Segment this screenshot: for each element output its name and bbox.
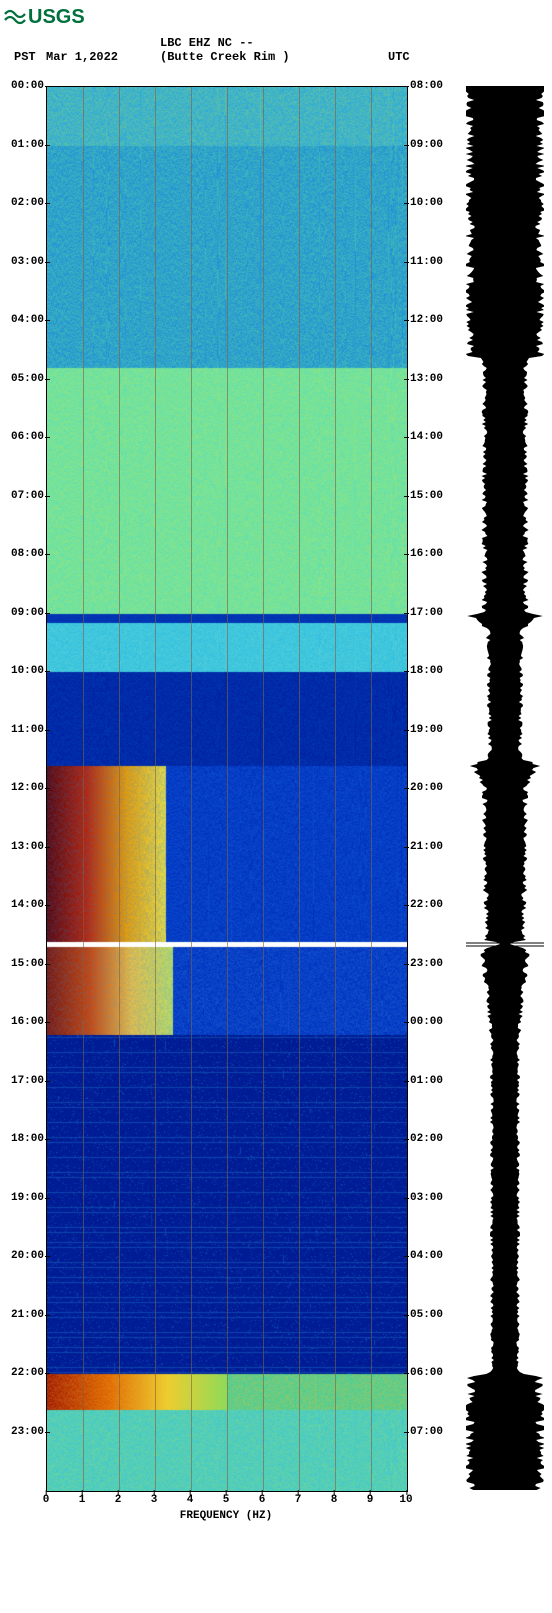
right-time-axis: 08:0009:0010:0011:0012:0013:0014:0015:00…	[410, 86, 454, 1490]
left-tick: 18:00	[0, 1133, 44, 1145]
left-tick: 11:00	[0, 724, 44, 736]
left-tick: 01:00	[0, 139, 44, 151]
right-tick: 17:00	[410, 607, 454, 619]
x-tick: 1	[79, 1494, 86, 1506]
right-tick: 23:00	[410, 958, 454, 970]
right-tick: 22:00	[410, 899, 454, 911]
left-tick: 06:00	[0, 431, 44, 443]
left-tick: 02:00	[0, 197, 44, 209]
x-tick: 3	[151, 1494, 158, 1506]
right-tick: 01:00	[410, 1075, 454, 1087]
right-tick: 02:00	[410, 1133, 454, 1145]
left-tick: 04:00	[0, 314, 44, 326]
station-line: LBC EHZ NC --	[160, 36, 254, 50]
right-tick: 09:00	[410, 139, 454, 151]
location-line: (Butte Creek Rim )	[160, 50, 290, 64]
right-tick: 16:00	[410, 548, 454, 560]
spectrogram-plot	[46, 86, 408, 1492]
right-tick: 18:00	[410, 665, 454, 677]
right-tick: 06:00	[410, 1367, 454, 1379]
x-tick: 6	[259, 1494, 266, 1506]
left-tick: 22:00	[0, 1367, 44, 1379]
right-tick: 05:00	[410, 1309, 454, 1321]
left-time-axis: 00:0001:0002:0003:0004:0005:0006:0007:00…	[0, 86, 44, 1490]
left-tick: 19:00	[0, 1192, 44, 1204]
left-tick: 07:00	[0, 490, 44, 502]
amplitude-fill	[466, 86, 544, 1490]
left-tick: 08:00	[0, 548, 44, 560]
left-tick: 03:00	[0, 256, 44, 268]
right-tick: 07:00	[410, 1426, 454, 1438]
right-tick: 04:00	[410, 1250, 454, 1262]
left-tick: 09:00	[0, 607, 44, 619]
left-tick: 00:00	[0, 80, 44, 92]
right-tick: 13:00	[410, 373, 454, 385]
x-tick: 10	[399, 1494, 412, 1506]
x-axis: 012345678910 FREQUENCY (HZ)	[46, 1490, 406, 1530]
usgs-logo-text: USGS	[28, 6, 85, 28]
right-tick: 12:00	[410, 314, 454, 326]
left-tick: 14:00	[0, 899, 44, 911]
x-tick: 0	[43, 1494, 50, 1506]
date-label: Mar 1,2022	[46, 50, 118, 64]
tz-right-label: UTC	[388, 50, 410, 64]
x-tick: 9	[367, 1494, 374, 1506]
right-tick: 08:00	[410, 80, 454, 92]
left-tick: 16:00	[0, 1016, 44, 1028]
usgs-logo: USGS	[4, 4, 94, 28]
x-tick: 7	[295, 1494, 302, 1506]
left-tick: 15:00	[0, 958, 44, 970]
right-tick: 15:00	[410, 490, 454, 502]
left-tick: 17:00	[0, 1075, 44, 1087]
page: USGS LBC EHZ NC -- PST Mar 1,2022 (Butte…	[0, 0, 552, 1613]
left-tick: 13:00	[0, 841, 44, 853]
right-tick: 21:00	[410, 841, 454, 853]
right-tick: 14:00	[410, 431, 454, 443]
amplitude-svg	[466, 86, 544, 1490]
right-tick: 03:00	[410, 1192, 454, 1204]
left-tick: 23:00	[0, 1426, 44, 1438]
left-tick: 21:00	[0, 1309, 44, 1321]
x-axis-label: FREQUENCY (HZ)	[46, 1510, 406, 1522]
left-tick: 20:00	[0, 1250, 44, 1262]
left-tick: 12:00	[0, 782, 44, 794]
x-tick: 2	[115, 1494, 122, 1506]
right-tick: 11:00	[410, 256, 454, 268]
x-tick: 4	[187, 1494, 194, 1506]
tz-left-label: PST	[14, 50, 36, 64]
right-tick: 00:00	[410, 1016, 454, 1028]
x-tick: 8	[331, 1494, 338, 1506]
left-tick: 10:00	[0, 665, 44, 677]
right-tick: 10:00	[410, 197, 454, 209]
right-tick: 20:00	[410, 782, 454, 794]
right-tick: 19:00	[410, 724, 454, 736]
left-tick: 05:00	[0, 373, 44, 385]
amplitude-panel	[466, 86, 544, 1490]
spectrogram-canvas	[47, 87, 407, 1491]
x-tick: 5	[223, 1494, 230, 1506]
